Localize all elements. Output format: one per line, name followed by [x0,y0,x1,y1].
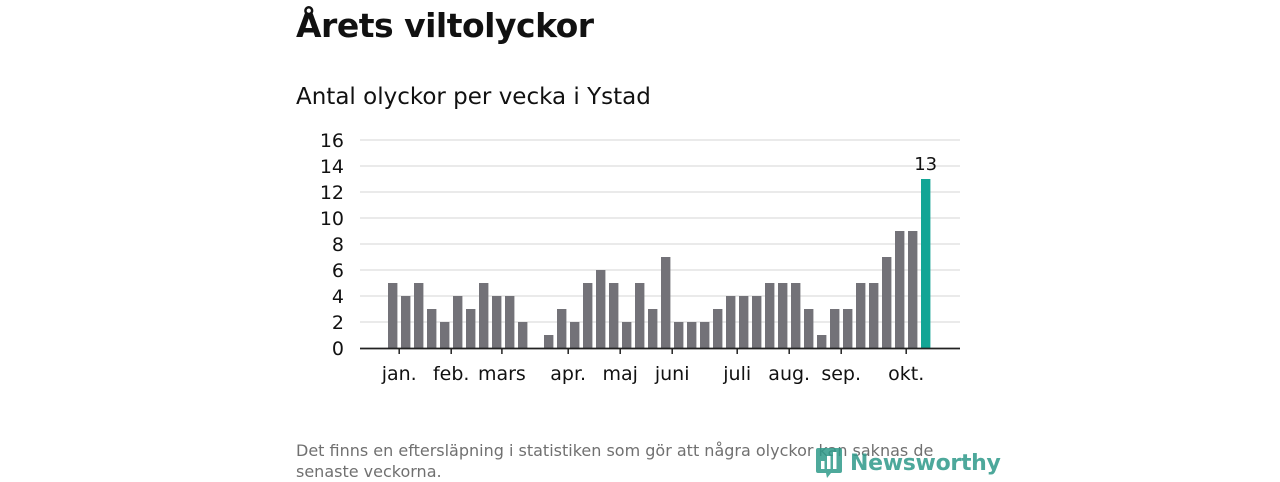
bar-week-9 [492,296,502,348]
x-tick-label: okt. [888,363,924,385]
bar-week-10 [505,296,515,348]
bar-week-40 [895,231,905,348]
bar-week-35 [830,309,840,348]
y-tick-label: 12 [320,182,344,204]
bar-week-18 [609,283,619,348]
bar-week-19 [622,322,632,348]
y-tick-label: 0 [332,338,344,360]
bar-week-22 [661,257,671,348]
x-axis-month-labels: jan. feb. mars apr. maj juni juli aug. sep. okt. [381,348,924,385]
y-tick-label: 14 [320,156,344,178]
bar-week-28 [739,296,749,348]
y-tick-label: 8 [332,234,344,256]
bar-week-23 [674,322,684,348]
bar-week-5 [440,322,450,348]
y-tick-label: 4 [332,286,344,308]
x-tick-label: maj [602,363,637,385]
x-tick-label: feb. [433,363,469,385]
bar-week-11 [518,322,528,348]
bar-week-3 [414,283,424,348]
bar-week-17 [596,270,606,348]
y-axis-ticks: 0 2 4 6 8 10 12 14 16 [320,130,344,360]
bar-week-29 [752,296,762,348]
footnote: Det finns en eftersläpning i statistiken… [296,441,934,481]
x-tick-label: juni [654,363,690,385]
x-tick-label: jan. [381,363,417,385]
x-tick-label: mars [478,363,526,385]
bar-week-2 [401,296,411,348]
bar-week-15 [570,322,580,348]
bar-week-38 [869,283,879,348]
data-label-highlight: 13 [914,154,937,175]
bar-week-41 [908,231,918,348]
bar-week-13 [544,335,554,348]
bar-week-14 [557,309,567,348]
bar-week-32 [791,283,801,348]
bar-week-8 [479,283,489,348]
bar-week-33 [804,309,814,348]
data-labels: 13 [914,154,937,175]
bar-week-25 [700,322,710,348]
bar-week-1 [388,283,398,348]
bar-week-16 [583,283,593,348]
bar-week-24 [687,322,697,348]
bar-week-42 [921,179,931,348]
bar-week-21 [648,309,658,348]
x-tick-label: sep. [821,363,861,385]
bar-week-39 [882,257,892,348]
bar-week-27 [726,296,736,348]
y-tick-label: 16 [320,130,344,152]
x-tick-label: juli [722,363,751,385]
y-tick-label: 2 [332,312,344,334]
bar-week-26 [713,309,723,348]
x-tick-label: aug. [768,363,810,385]
x-tick-label: apr. [550,363,586,385]
gridlines [360,139,960,323]
bars [388,179,931,348]
bar-week-31 [778,283,788,348]
y-tick-label: 6 [332,260,344,282]
bar-week-34 [817,335,827,348]
newsworthy-logo[interactable]: Newsworthy [815,447,1001,479]
bar-week-4 [427,309,437,348]
chart-title: Årets viltolyckor [296,6,594,45]
bar-week-36 [843,309,853,348]
newsworthy-logo-text: Newsworthy [850,450,1001,476]
bar-week-30 [765,283,775,348]
bar-week-6 [453,296,463,348]
chart-subtitle: Antal olyckor per vecka i Ystad [296,84,651,110]
bar-week-7 [466,309,476,348]
newsworthy-logo-icon [816,448,842,478]
y-tick-label: 10 [320,208,344,230]
bar-week-37 [856,283,866,348]
bar-week-20 [635,283,645,348]
